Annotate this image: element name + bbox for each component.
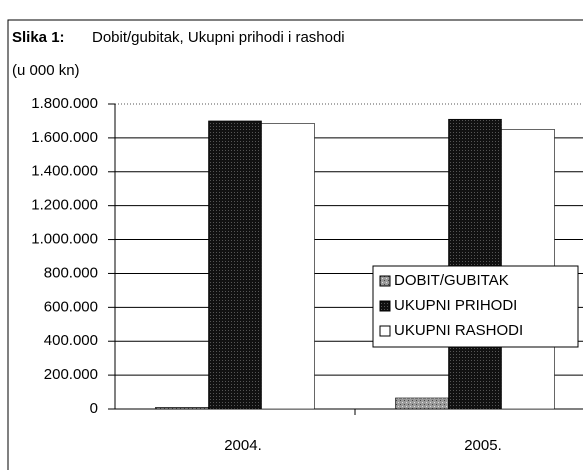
y-tick-label: 0 [90,400,98,417]
legend-swatch [379,275,391,287]
frame [7,19,583,470]
bar [395,397,449,410]
legend-label: UKUPNI PRIHODI [394,297,517,314]
y-tick-label: 600.000 [44,298,98,315]
bar [208,120,262,410]
y-tick-label: 1.800.000 [31,95,98,112]
bar [448,118,502,410]
y-tick-label: 1.600.000 [31,129,98,146]
chart-title: Dobit/gubitak, Ukupni prihodi i rashodi [92,29,345,46]
y-tick-label: 1.000.000 [31,231,98,248]
legend-box [372,265,579,348]
figure-label: Slika 1: [12,29,65,46]
x-tick-label: 2005. [464,437,502,454]
x-tick-label: 2004. [224,437,262,454]
legend-swatch [379,300,391,312]
legend-swatch [379,325,391,337]
y-tick-label: 800.000 [44,264,98,281]
bar [261,123,315,410]
y-tick-label: 1.200.000 [31,197,98,214]
y-tick-label: 200.000 [44,366,98,383]
legend-label: DOBIT/GUBITAK [394,272,509,289]
bar [155,407,209,410]
y-tick-label: 1.400.000 [31,163,98,180]
legend-label: UKUPNI RASHODI [394,322,523,339]
subtitle: (u 000 kn) [12,62,80,79]
y-tick-label: 400.000 [44,332,98,349]
